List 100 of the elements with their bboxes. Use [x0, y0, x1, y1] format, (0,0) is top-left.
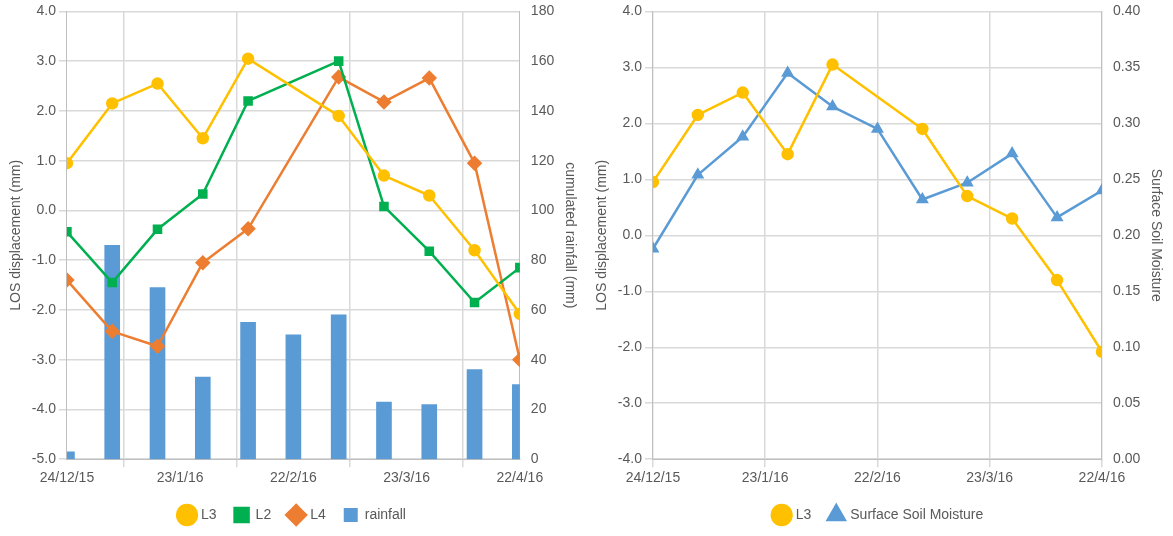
point: [243, 96, 253, 106]
y2-tick-label: 0.25: [1112, 170, 1141, 187]
point: [150, 339, 165, 354]
point: [105, 97, 119, 110]
y-tick-label: -4.0: [617, 450, 643, 467]
x-tick-label: 23/3/16: [966, 469, 1014, 486]
point: [916, 122, 929, 136]
y-tick-label: 3.0: [36, 52, 57, 69]
point: [422, 70, 437, 86]
point: [737, 130, 749, 141]
point: [781, 147, 794, 161]
bar: [104, 244, 121, 460]
y2-tick-label: 0.00: [1112, 450, 1141, 467]
y-tick-label: -2.0: [617, 338, 643, 355]
y2-tick-label: 0.40: [1112, 2, 1141, 19]
y-tick-label: 3.0: [622, 58, 643, 75]
y-tick-label: 4.0: [36, 2, 57, 19]
point: [151, 77, 164, 90]
bar: [240, 322, 256, 460]
y2-tick-label: 140: [530, 101, 555, 118]
point: [691, 108, 705, 122]
point: [1050, 273, 1064, 287]
bar: [330, 314, 347, 460]
y-tick-label: 1.0: [622, 170, 643, 187]
y-tick-label: 1.0: [36, 151, 57, 168]
point: [331, 69, 346, 85]
y-tick-label: -5.0: [31, 450, 57, 467]
point: [871, 122, 884, 133]
point: [195, 255, 211, 270]
point: [468, 243, 481, 257]
y2-tick-label: 180: [530, 2, 555, 19]
point: [960, 189, 974, 203]
point: [196, 132, 210, 145]
bar: [149, 287, 166, 460]
point: [377, 169, 391, 182]
y-tick-label: -2.0: [31, 300, 57, 317]
point: [379, 201, 389, 212]
y2-tick-label: 0.10: [1112, 338, 1141, 355]
y2-tick-label: 0.15: [1112, 282, 1141, 299]
point: [826, 58, 839, 71]
bar: [376, 401, 392, 460]
x-tick-label: 22/2/16: [854, 469, 901, 486]
point: [104, 324, 120, 339]
legend-label: L2: [255, 505, 272, 522]
x-tick-label: 22/4/16: [496, 469, 544, 486]
legend-label: L3: [201, 505, 217, 522]
point: [467, 155, 482, 171]
point: [692, 168, 704, 179]
point: [198, 189, 208, 199]
point: [1006, 147, 1018, 158]
bar: [285, 334, 302, 460]
y-axis-title: LOS displacement (mm): [7, 159, 24, 311]
y-tick-label: -3.0: [31, 350, 57, 367]
x-tick-label: 22/4/16: [1078, 469, 1126, 486]
legend-label: rainfall: [364, 505, 406, 522]
x-tick-label: 22/2/16: [270, 469, 317, 486]
bar: [421, 404, 438, 460]
y2-tick-label: 0.30: [1112, 114, 1141, 131]
point: [107, 277, 117, 288]
y2-tick-label: 0.20: [1112, 226, 1141, 243]
y2-tick-label: 0.35: [1112, 58, 1141, 75]
point: [152, 224, 163, 235]
y2-tick-label: 160: [530, 52, 555, 69]
point: [240, 221, 256, 237]
x-tick-label: 24/12/15: [39, 469, 95, 486]
y-tick-label: 0.0: [622, 226, 643, 243]
x-tick-label: 23/1/16: [156, 469, 204, 486]
y-tick-label: -1.0: [31, 251, 57, 268]
legend-label: L4: [310, 505, 326, 522]
point: [241, 52, 255, 65]
point: [376, 94, 392, 110]
x-tick-label: 24/12/15: [625, 469, 681, 486]
y-axis-title: LOS displacement (mm): [593, 159, 610, 311]
y2-tick-label: 120: [530, 151, 555, 168]
y2-axis-title: cumulated rainfall (mm): [562, 162, 579, 309]
y-tick-label: -4.0: [31, 400, 57, 417]
legend-label: L3: [795, 505, 812, 522]
y-tick-label: -1.0: [617, 282, 643, 299]
y2-tick-label: 60: [530, 300, 547, 317]
legend-label: Surface Soil Moisture: [850, 505, 984, 522]
bar: [466, 369, 483, 460]
point: [1005, 212, 1019, 225]
point: [423, 189, 436, 202]
point: [332, 109, 345, 123]
y2-tick-label: 0: [530, 450, 539, 467]
point: [826, 100, 839, 111]
x-tick-label: 23/1/16: [741, 469, 789, 486]
point: [916, 193, 928, 204]
y2-tick-label: 100: [530, 201, 555, 218]
point: [424, 246, 435, 257]
y-tick-label: 2.0: [36, 101, 57, 118]
point: [333, 56, 344, 66]
y2-tick-label: 20: [530, 400, 547, 417]
y2-tick-label: 0.05: [1112, 394, 1141, 411]
point: [1051, 211, 1063, 222]
y-tick-label: 4.0: [622, 2, 643, 19]
y-tick-label: 0.0: [36, 201, 57, 218]
y2-tick-label: 40: [530, 350, 547, 367]
point: [736, 86, 749, 99]
point: [961, 176, 973, 187]
